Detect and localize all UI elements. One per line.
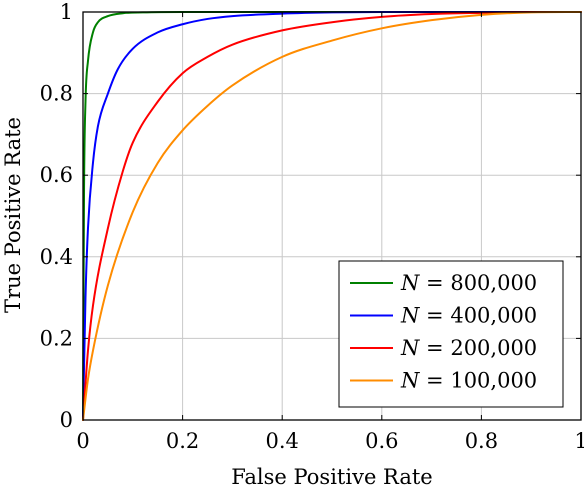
legend-box	[338, 260, 564, 408]
legend-label-eq: =	[419, 369, 450, 393]
legend-label-value: 400,000	[450, 304, 537, 328]
y-tick-label: 0.6	[40, 163, 73, 187]
legend-label: N = 800,000	[400, 271, 537, 295]
legend-label: N = 100,000	[400, 369, 537, 393]
legend-label-value: 800,000	[450, 271, 537, 295]
y-tick-label: 0	[60, 408, 73, 432]
y-tick-label: 0.4	[40, 245, 73, 269]
legend-label-var: N	[400, 304, 420, 328]
legend-label-value: 100,000	[450, 369, 537, 393]
x-axis-title: False Positive Rate	[231, 465, 432, 489]
x-tick-label: 0.2	[166, 429, 199, 453]
y-axis-title: True Positive Rate	[1, 117, 25, 313]
x-tick-label: 0	[76, 429, 89, 453]
y-tick-label: 1	[60, 0, 73, 24]
y-tick-label: 0.8	[40, 82, 73, 106]
legend-label: N = 400,000	[400, 304, 537, 328]
legend-label: N = 200,000	[400, 336, 537, 360]
grid-lines	[83, 12, 581, 420]
x-tick-label: 0.8	[465, 429, 498, 453]
plot-frame	[82, 11, 582, 421]
x-tick-label: 1	[574, 429, 584, 453]
tick-labels: 0 0.2 0.4 0.6 0.8 1 0 0.2 0.4 0.6 0.8 1	[40, 0, 584, 453]
legend-label-value: 200,000	[450, 336, 537, 360]
series-line-100000	[82, 11, 582, 421]
legend-label-var: N	[400, 271, 420, 295]
y-tick-label: 0.2	[40, 326, 73, 350]
legend-label-eq: =	[419, 271, 450, 295]
axis-ticks	[82, 11, 582, 421]
x-tick-label: 0.4	[265, 429, 298, 453]
legend-label-eq: =	[419, 336, 450, 360]
legend-label-var: N	[400, 369, 420, 393]
legend-label-eq: =	[419, 304, 450, 328]
x-tick-label: 0.6	[365, 429, 398, 453]
legend-label-var: N	[400, 336, 420, 360]
series-line-200000	[82, 10, 582, 421]
